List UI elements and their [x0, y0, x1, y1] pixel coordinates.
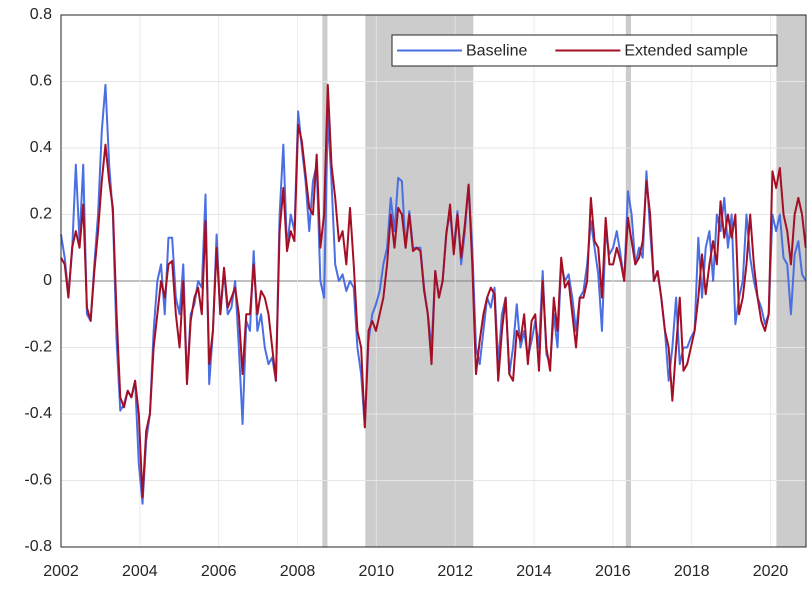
- x-tick-label: 2010: [359, 563, 395, 580]
- legend-label: Extended sample: [624, 43, 748, 60]
- y-tick-label: 0.4: [30, 139, 52, 156]
- x-tick-label: 2012: [437, 563, 473, 580]
- y-tick-label: 0: [43, 272, 52, 289]
- y-tick-label: 0.8: [30, 6, 52, 23]
- y-tick-label: -0.6: [24, 472, 52, 489]
- legend-label: Baseline: [466, 43, 527, 60]
- y-tick-label: -0.2: [24, 339, 52, 356]
- x-tick-label: 2006: [201, 563, 237, 580]
- x-tick-label: 2016: [595, 563, 631, 580]
- x-tick-label: 2004: [122, 563, 158, 580]
- x-tick-label: 2018: [674, 563, 710, 580]
- y-tick-label: 0.2: [30, 206, 52, 223]
- x-tick-label: 2008: [280, 563, 316, 580]
- data-line: [60, 83, 807, 499]
- y-tick-label: -0.8: [24, 538, 52, 555]
- y-tick-label: -0.4: [24, 405, 52, 422]
- x-tick-label: 2002: [43, 563, 79, 580]
- x-tick-label: 2020: [753, 563, 789, 580]
- x-tick-label: 2014: [516, 563, 552, 580]
- plot-border: [60, 14, 807, 548]
- y-tick-label: 0.6: [30, 73, 52, 90]
